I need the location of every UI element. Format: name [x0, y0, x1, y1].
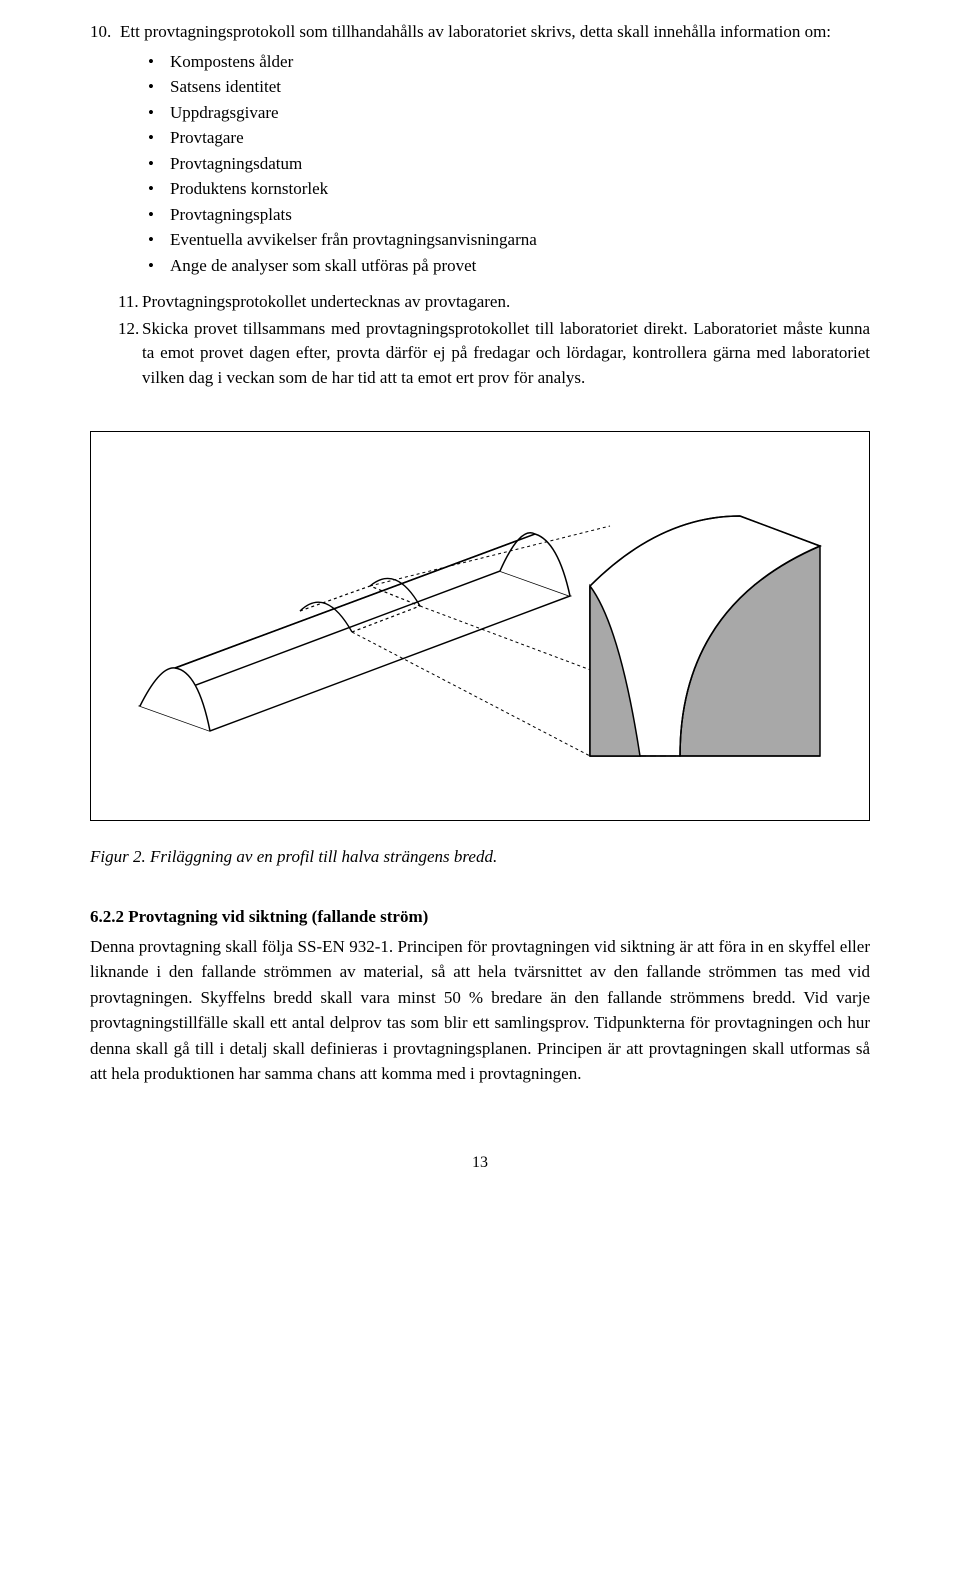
bullet-item: Eventuella avvikelser från provtagningsa…: [148, 227, 870, 253]
figure-frame: [90, 431, 870, 821]
bullet-item: Ange de analyser som skall utföras på pr…: [148, 253, 870, 279]
list-item-12: 12. Skicka provet tillsammans med provta…: [118, 317, 870, 391]
bullet-list-10: Kompostens ålder Satsens identitet Uppdr…: [120, 49, 870, 279]
figure-diagram: [120, 456, 840, 796]
list-item-10: 10. Ett provtagningsprotokoll som tillha…: [90, 20, 870, 284]
section-body: Denna provtagning skall följa SS-EN 932-…: [90, 934, 870, 1087]
bullet-item: Kompostens ålder: [148, 49, 870, 75]
indented-list-block: 11. Provtagningsprotokollet undertecknas…: [118, 290, 870, 391]
list-number-12: 12.: [118, 317, 142, 391]
list-body-12: Skicka provet tillsammans med provtagnin…: [142, 317, 870, 391]
list-number-11: 11.: [118, 290, 142, 315]
bullet-item: Provtagningsdatum: [148, 151, 870, 177]
list-body-10: Ett provtagningsprotokoll som tillhandah…: [120, 20, 870, 284]
section-heading: 6.2.2 Provtagning vid siktning (fallande…: [90, 905, 870, 930]
bullet-item: Produktens kornstorlek: [148, 176, 870, 202]
figure-caption: Figur 2. Friläggning av en profil till h…: [90, 845, 870, 870]
page-number: 13: [90, 1151, 870, 1174]
cross-section-shape: [590, 516, 820, 756]
bullet-item: Satsens identitet: [148, 74, 870, 100]
list-intro-10: Ett provtagningsprotokoll som tillhandah…: [120, 22, 831, 41]
bullet-item: Uppdragsgivare: [148, 100, 870, 126]
bullet-item: Provtagare: [148, 125, 870, 151]
list-number-10: 10.: [90, 20, 120, 284]
list-body-11: Provtagningsprotokollet undertecknas av …: [142, 290, 870, 315]
bullet-item: Provtagningsplats: [148, 202, 870, 228]
list-item-11: 11. Provtagningsprotokollet undertecknas…: [118, 290, 870, 315]
